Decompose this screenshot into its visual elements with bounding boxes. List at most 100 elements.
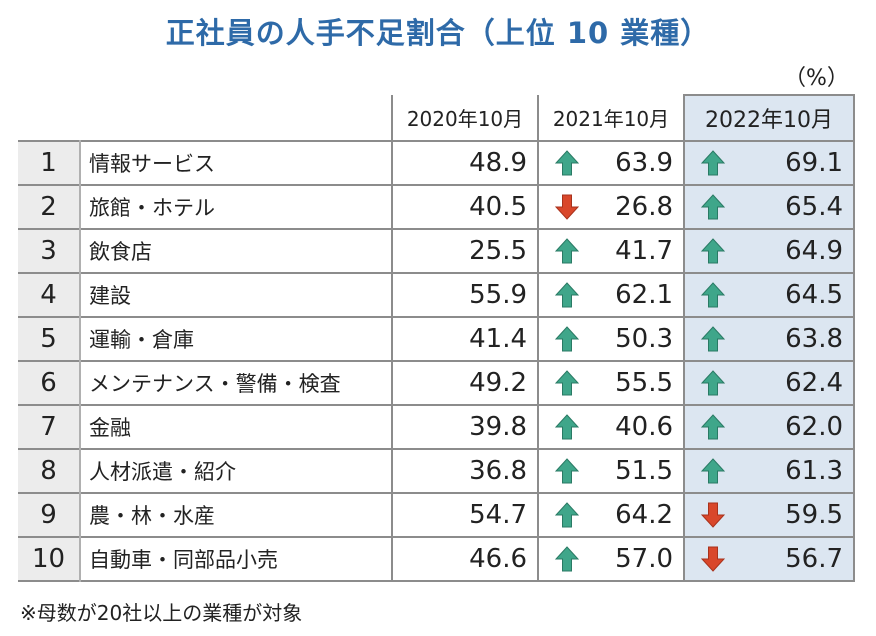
value-2021: 50.3	[615, 324, 673, 354]
value-2020: 39.8	[469, 412, 527, 442]
industry-cell: 旅館・ホテル	[79, 185, 392, 229]
value-2021-cell: 51.5	[537, 449, 684, 493]
column-header-2020: 2020年10月	[391, 95, 538, 141]
arrow-up-icon	[700, 238, 726, 264]
value-2021: 51.5	[615, 456, 673, 486]
header-row: 2020年10月 2021年10月 2022年10月	[18, 94, 855, 141]
value-2020: 48.9	[469, 148, 527, 178]
industry-cell: 農・林・水産	[79, 493, 392, 537]
rank-cell: 8	[18, 449, 80, 493]
value-2022: 65.4	[785, 192, 843, 222]
value-2021-cell: 41.7	[537, 229, 684, 273]
value-2022: 62.4	[785, 368, 843, 398]
rank-cell: 1	[18, 141, 80, 185]
arrow-down-icon	[554, 194, 580, 220]
value-2022: 59.5	[785, 500, 843, 530]
footnote: ※母数が20社以上の業種が対象	[20, 601, 303, 625]
arrow-up-icon	[554, 150, 580, 176]
arrow-up-icon	[700, 370, 726, 396]
table-row: 2 旅館・ホテル 40.5 26.8 65.4	[18, 185, 855, 229]
value-2021: 41.7	[615, 236, 673, 266]
value-2020: 54.7	[469, 500, 527, 530]
value-2020: 55.9	[469, 280, 527, 310]
value-2021-cell: 63.9	[537, 141, 684, 185]
value-2021: 57.0	[615, 544, 673, 574]
chart-title: 正社員の人手不足割合（上位 10 業種）	[165, 16, 711, 50]
value-2020-cell: 48.9	[391, 141, 538, 185]
industry-cell: 情報サービス	[79, 141, 392, 185]
value-2021: 63.9	[615, 148, 673, 178]
arrow-up-icon	[554, 458, 580, 484]
rank-cell: 5	[18, 317, 80, 361]
value-2021-cell: 64.2	[537, 493, 684, 537]
arrow-up-icon	[700, 326, 726, 352]
table-row: 7 金融 39.8 40.6 62.0	[18, 405, 855, 449]
table-body: 1 情報サービス 48.9 63.9 69.1 2 旅館・ホテル 40.5 26.8 65.4 3 飲…	[18, 141, 855, 581]
value-2021: 40.6	[615, 412, 673, 442]
value-2022: 63.8	[785, 324, 843, 354]
value-2020-cell: 41.4	[391, 317, 538, 361]
column-header-2021: 2021年10月	[537, 95, 684, 141]
industry-cell: 人材派遣・紹介	[79, 449, 392, 493]
rank-cell: 7	[18, 405, 80, 449]
value-2020-cell: 39.8	[391, 405, 538, 449]
table-row: 10 自動車・同部品小売 46.6 57.0 56.7	[18, 537, 855, 581]
arrow-up-icon	[700, 282, 726, 308]
value-2020-cell: 49.2	[391, 361, 538, 405]
table-row: 9 農・林・水産 54.7 64.2 59.5	[18, 493, 855, 537]
value-2022-cell: 59.5	[683, 493, 855, 537]
value-2020: 41.4	[469, 324, 527, 354]
value-2021-cell: 57.0	[537, 537, 684, 581]
industry-cell: 金融	[79, 405, 392, 449]
value-2022-cell: 62.0	[683, 405, 855, 449]
value-2020-cell: 36.8	[391, 449, 538, 493]
value-2020-cell: 46.6	[391, 537, 538, 581]
value-2021-cell: 40.6	[537, 405, 684, 449]
value-2022: 69.1	[785, 148, 843, 178]
arrow-up-icon	[700, 458, 726, 484]
value-2020-cell: 54.7	[391, 493, 538, 537]
value-2020-cell: 25.5	[391, 229, 538, 273]
value-2022: 61.3	[785, 456, 843, 486]
arrow-up-icon	[554, 326, 580, 352]
arrow-up-icon	[554, 546, 580, 572]
value-2022: 62.0	[785, 412, 843, 442]
table-row: 6 メンテナンス・警備・検査 49.2 55.5 62.4	[18, 361, 855, 405]
arrow-down-icon	[700, 546, 726, 572]
arrow-down-icon	[700, 502, 726, 528]
arrow-up-icon	[554, 238, 580, 264]
arrow-up-icon	[554, 370, 580, 396]
rank-cell: 4	[18, 273, 80, 317]
value-2021: 64.2	[615, 500, 673, 530]
arrow-up-icon	[700, 414, 726, 440]
industry-cell: 建設	[79, 273, 392, 317]
table-row: 3 飲食店 25.5 41.7 64.9	[18, 229, 855, 273]
table-row: 1 情報サービス 48.9 63.9 69.1	[18, 141, 855, 185]
header-blank	[18, 95, 80, 141]
column-header-2022: 2022年10月	[683, 94, 855, 141]
arrow-up-icon	[554, 414, 580, 440]
value-2021-cell: 26.8	[537, 185, 684, 229]
table-row: 4 建設 55.9 62.1 64.5	[18, 273, 855, 317]
value-2022: 64.5	[785, 280, 843, 310]
value-2020: 36.8	[469, 456, 527, 486]
value-2020-cell: 55.9	[391, 273, 538, 317]
header-blank	[80, 95, 392, 141]
rank-cell: 9	[18, 493, 80, 537]
value-2022-cell: 56.7	[683, 537, 855, 581]
unit-label: （%）	[784, 66, 849, 91]
arrow-up-icon	[554, 282, 580, 308]
ranking-table: 2020年10月 2021年10月 2022年10月 1 情報サービス 48.9 63…	[18, 94, 855, 582]
value-2020-cell: 40.5	[391, 185, 538, 229]
arrow-up-icon	[554, 502, 580, 528]
industry-cell: 自動車・同部品小売	[79, 537, 392, 581]
rank-cell: 3	[18, 229, 80, 273]
arrow-up-icon	[700, 150, 726, 176]
value-2022-cell: 65.4	[683, 185, 855, 229]
arrow-up-icon	[700, 194, 726, 220]
value-2021-cell: 50.3	[537, 317, 684, 361]
value-2020: 40.5	[469, 192, 527, 222]
value-2021: 55.5	[615, 368, 673, 398]
value-2020: 46.6	[469, 544, 527, 574]
table-row: 5 運輸・倉庫 41.4 50.3 63.8	[18, 317, 855, 361]
